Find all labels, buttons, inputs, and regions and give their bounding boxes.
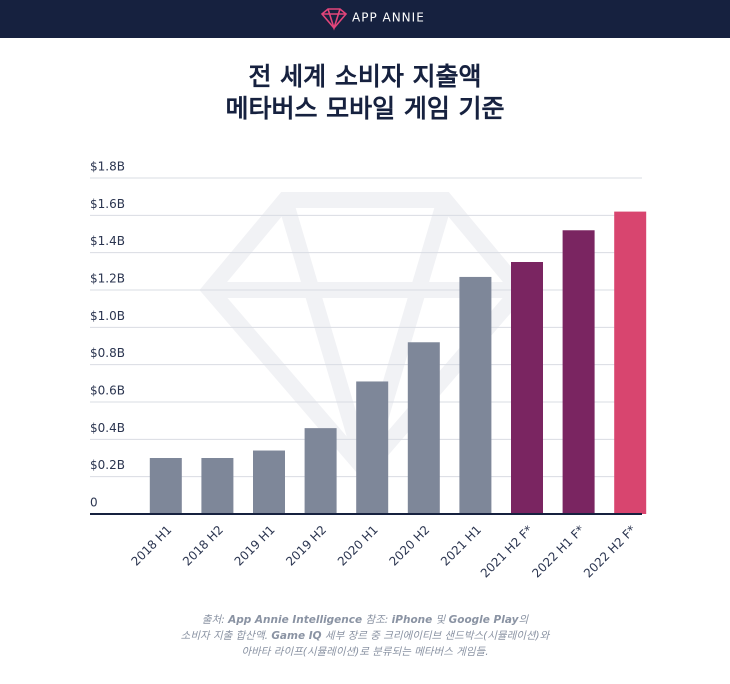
- bar: [459, 276, 492, 514]
- footnote-line: 소비자 지출 합산액. Game IQ 세부 장르 중 크리에이티브 샌드박스(…: [0, 628, 730, 644]
- bar: [304, 428, 337, 514]
- header-bar: [0, 0, 730, 38]
- x-tick-label: 2019 H2: [283, 523, 329, 569]
- footnote-text: 소비자 지출 합산액.: [180, 630, 272, 642]
- footnote-text: 아바타 라이프(시뮬레이션)로 분류되는 메타버스 게임들.: [241, 646, 489, 658]
- bar: [201, 458, 234, 514]
- y-tick-label: $1.4B: [90, 234, 125, 248]
- bar: [511, 262, 543, 514]
- footnote-line: 출처: App Annie Intelligence 참조: iPhone 및 …: [0, 612, 730, 628]
- footnote-text: Google Play: [448, 614, 519, 626]
- x-tick-label: 2022 H1 F*: [529, 523, 587, 581]
- x-tick-label: 2019 H1: [232, 523, 278, 569]
- x-tick-label: 2021 H2 F*: [478, 523, 536, 581]
- x-tick-label: 2020 H2: [386, 523, 432, 569]
- y-tick-label: $0.2B: [90, 458, 125, 472]
- y-tick-label: $1.6B: [90, 197, 125, 211]
- y-tick-label: $0.8B: [90, 346, 125, 360]
- y-tick-label: $1.8B: [90, 160, 125, 174]
- y-tick-label: $0.4B: [90, 421, 125, 435]
- logo: [320, 8, 348, 31]
- bar: [614, 211, 647, 514]
- footnote-line: 아바타 라이프(시뮬레이션)로 분류되는 메타버스 게임들.: [0, 644, 730, 660]
- y-tick-label: $0.6B: [90, 384, 125, 398]
- x-tick-label: 2018 H1: [128, 523, 174, 569]
- x-tick-label: 2018 H2: [180, 523, 226, 569]
- footnote-text: 참조:: [362, 614, 392, 626]
- bar: [253, 450, 285, 514]
- bar: [562, 230, 595, 514]
- footnote-text: App Annie Intelligence: [228, 614, 363, 626]
- y-tick-label: 0: [90, 496, 98, 510]
- y-tick-label: $1.2B: [90, 272, 125, 286]
- y-tick-label: $1.0B: [90, 309, 125, 323]
- bar: [149, 458, 182, 514]
- chart-title: 전 세계 소비자 지출액: [248, 62, 481, 91]
- footnote-text: 의: [518, 614, 529, 626]
- x-tick-label: 2021 H1: [438, 523, 484, 569]
- bar: [407, 342, 440, 514]
- brand: APP ANNIE: [352, 11, 425, 25]
- bar: [356, 381, 389, 514]
- footnote-text: iPhone: [391, 614, 433, 626]
- footnote-text: 출처:: [201, 614, 229, 626]
- x-tick-label: 2022 H2 F*: [581, 523, 639, 581]
- footnote-text: 세부 장르 중 크리에이티브 샌드박스(시뮬레이션)와: [321, 630, 550, 642]
- footnote: 출처: App Annie Intelligence 참조: iPhone 및 …: [0, 612, 730, 660]
- x-tick-label: 2020 H1: [335, 523, 381, 569]
- footnote-text: 및: [432, 614, 449, 626]
- chart-title: 메타버스 모바일 게임 기준: [225, 94, 504, 123]
- footnote-text: Game IQ: [271, 630, 322, 642]
